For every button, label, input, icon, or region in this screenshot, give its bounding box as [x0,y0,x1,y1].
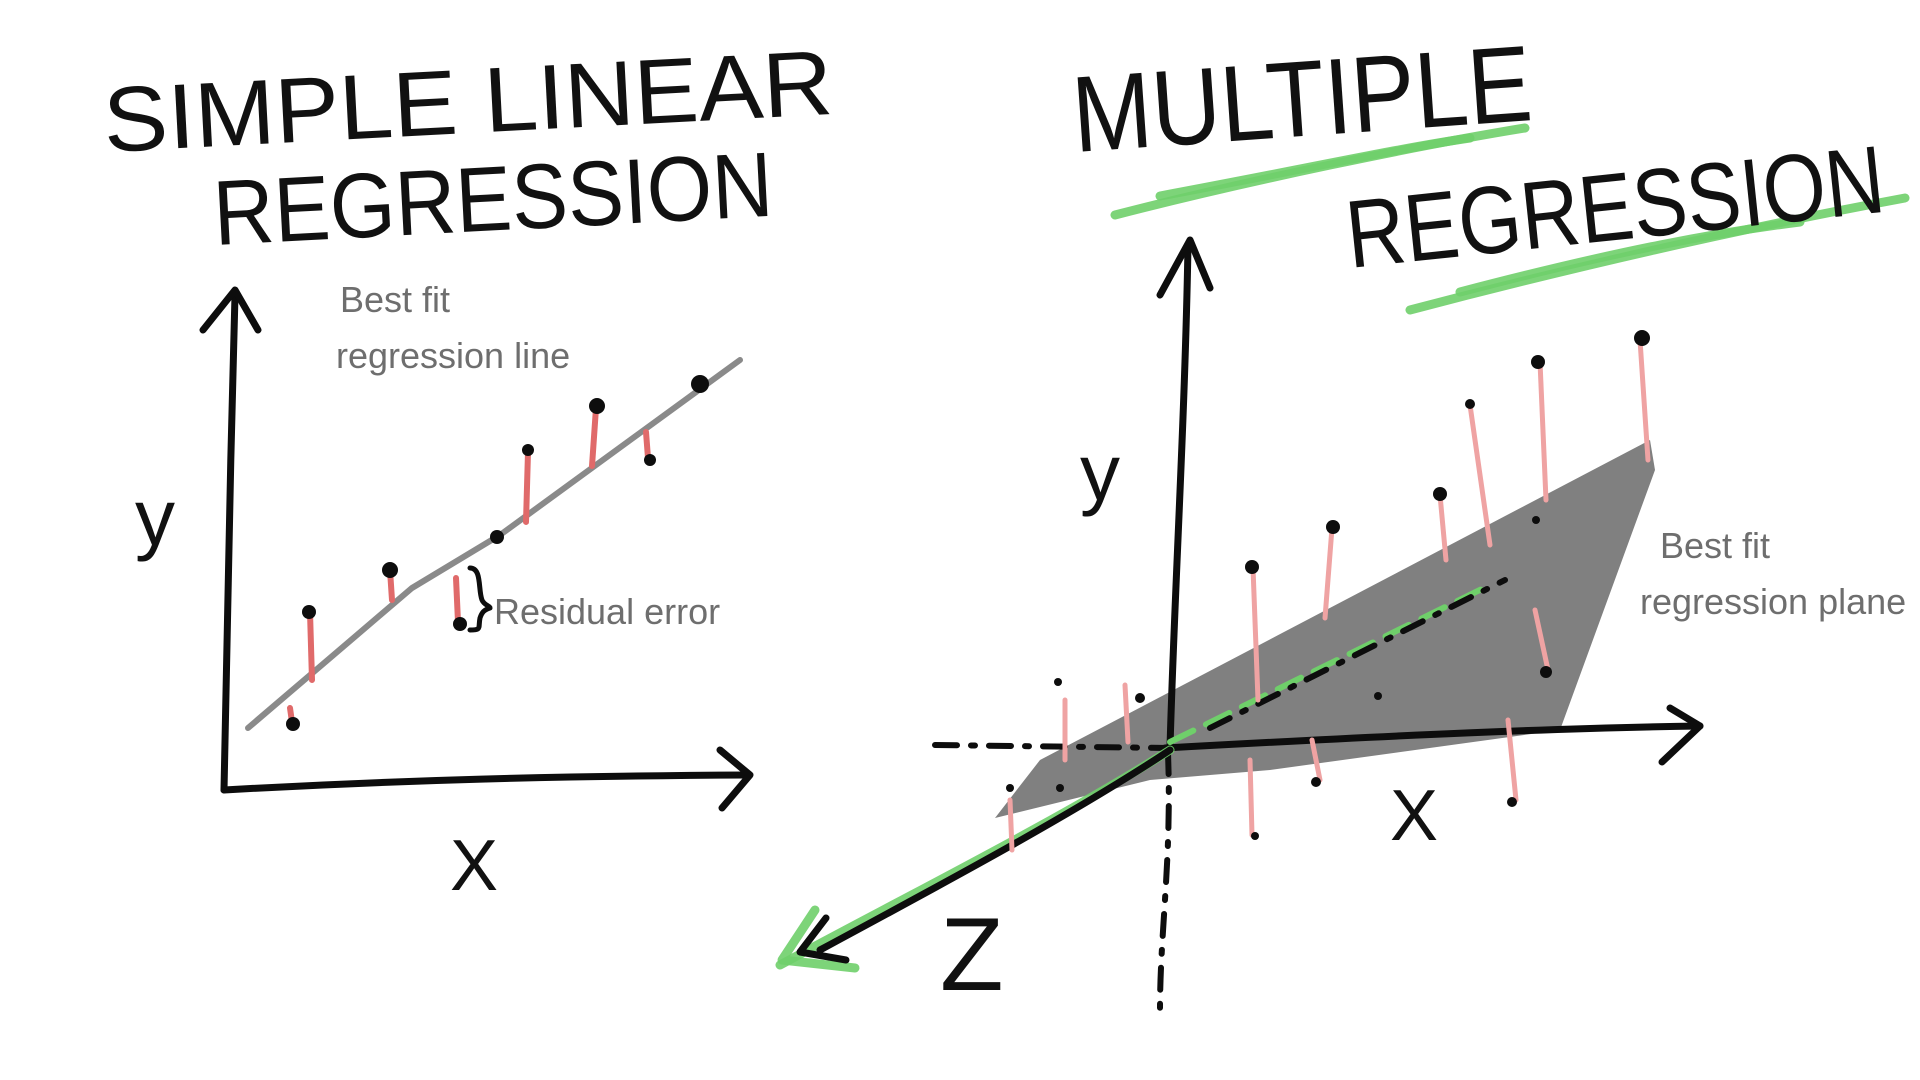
data-point [522,444,534,456]
residual-error-label: Residual error [494,591,720,632]
right-fit-label-line2: regression plane [1640,581,1906,622]
multiple-regression-panel: MULTIPLE REGRESSION y X Z [775,22,1910,1013]
negative-y-axis-dashed [1157,749,1172,1013]
left-y-arrowhead [199,286,262,334]
right-x-axis-label: X [1390,776,1438,856]
right-y-axis-label: y [1080,428,1120,517]
residual-segment [1309,737,1323,783]
data-point [1056,784,1064,792]
right-y-arrowhead [1156,236,1214,299]
data-point [1433,487,1447,501]
data-point [453,617,467,631]
residual-brace-icon [467,565,493,633]
z-arrowhead-green [777,905,860,973]
data-point [1251,832,1259,840]
left-y-axis-label: y [135,473,175,562]
left-x-axis [220,771,752,794]
residual-segment [1532,607,1551,673]
data-point [589,398,605,414]
data-point [1634,330,1650,346]
residual-segment [523,449,531,525]
right-x-axis [1161,722,1704,752]
residual-segment [1247,757,1255,838]
data-point [1311,777,1321,787]
left-fit-label-line1: Best fit [340,279,450,320]
data-point [644,454,656,466]
residual-segment [1467,402,1493,548]
data-point [1054,678,1062,686]
left-y-axis [220,291,239,794]
right-y-axis [1166,241,1192,752]
plane-diagonal-black-dashed [1207,577,1508,731]
residual-segment [1437,492,1449,563]
data-point [490,530,504,544]
data-point [286,717,300,731]
residual-segment [1250,565,1261,703]
right-residuals [1007,337,1651,853]
residual-segment [1637,337,1651,463]
residual-segment [453,575,461,625]
simple-linear-regression-panel: SIMPLE LINEAR REGRESSION y X [101,32,835,906]
data-point [382,562,398,578]
best-fit-regression-line [245,357,743,731]
data-point [1326,520,1340,534]
z-axis-label: Z [940,897,1004,1013]
residual-segment [307,609,315,683]
data-point [1245,560,1259,574]
residual-segment [1322,525,1335,621]
residual-segment [1007,797,1015,853]
residual-segment [1537,359,1549,503]
data-point [1507,797,1517,807]
left-data-points [286,375,709,731]
data-point [1006,784,1014,792]
data-point [1135,693,1145,703]
residual-segment [589,405,599,469]
left-x-arrowhead [716,746,754,812]
right-title-line1: MULTIPLE [1068,22,1535,175]
right-data-points [1006,330,1650,840]
negative-x-axis-dashed [932,742,1173,751]
residual-segment [1505,717,1519,803]
data-point [1531,355,1545,369]
data-point [1374,692,1382,700]
residual-segment [643,429,651,461]
data-point [1532,516,1540,524]
left-residuals [287,405,651,725]
data-point [302,605,316,619]
residual-segment [1122,682,1131,745]
left-fit-label-line2: regression line [336,335,570,376]
data-point [1540,666,1552,678]
right-x-arrowhead [1658,704,1704,766]
z-arrowhead [796,914,850,964]
data-point [1465,399,1475,409]
data-point [691,375,709,393]
left-x-axis-label: X [450,826,498,906]
title-highlight-stroke [1155,133,1475,201]
right-fit-label-line1: Best fit [1660,525,1770,566]
title-highlight-stroke [1455,217,1805,297]
